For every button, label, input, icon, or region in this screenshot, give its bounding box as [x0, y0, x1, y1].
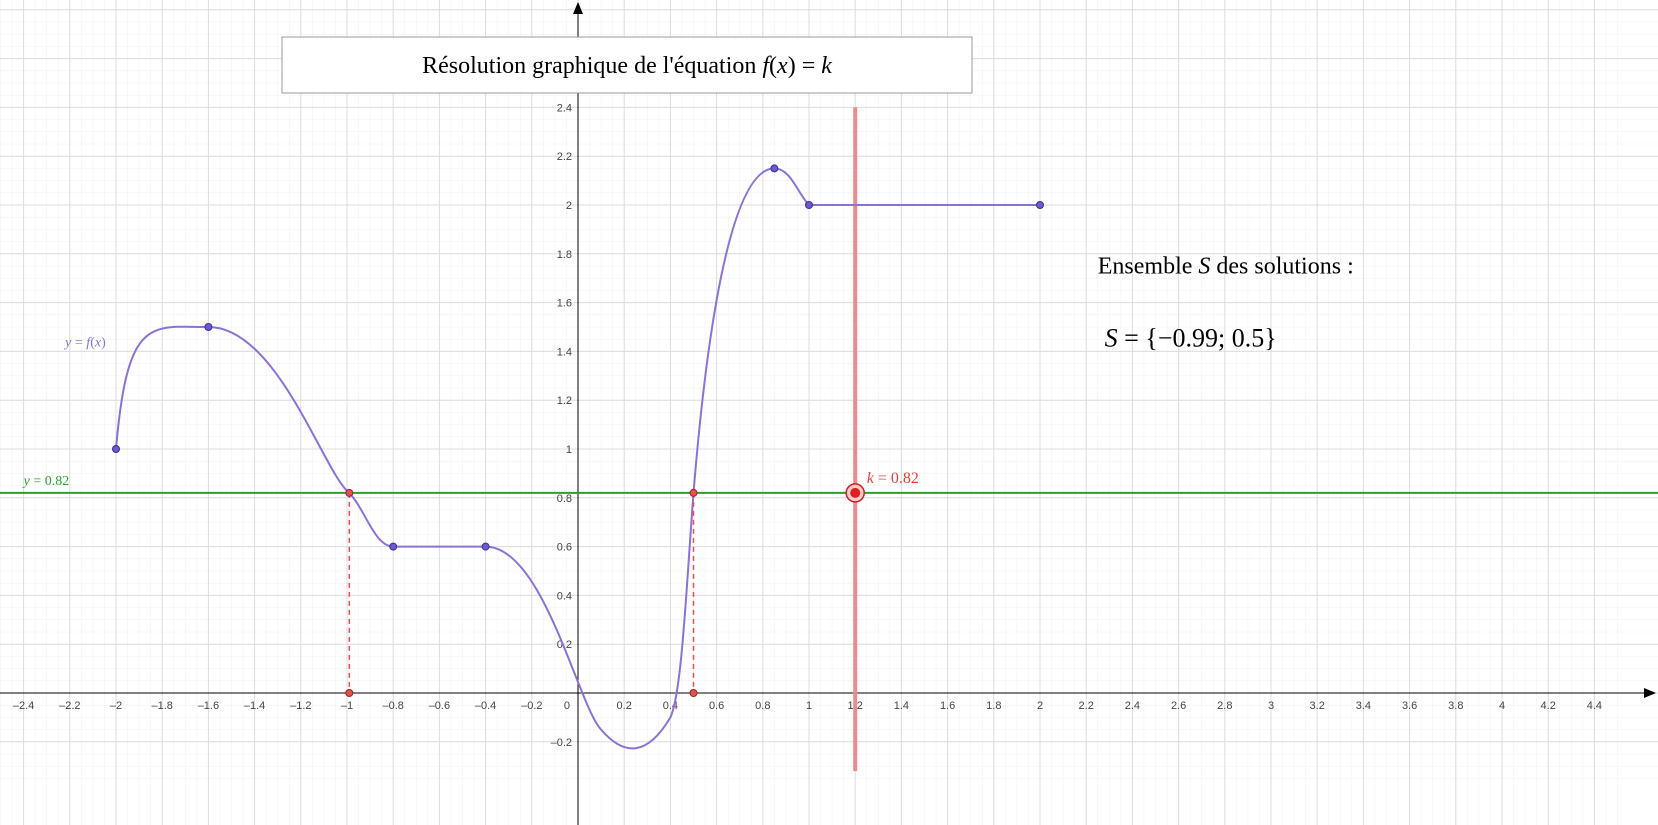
curve-endpoint-marker	[390, 543, 397, 550]
svg-text:2.8: 2.8	[1217, 700, 1232, 712]
curve-endpoint-marker	[205, 324, 212, 331]
solution-set: S = {−0.99; 0.5}	[1105, 324, 1277, 353]
svg-text:2: 2	[1037, 700, 1043, 712]
svg-text:–2.4: –2.4	[13, 700, 34, 712]
svg-text:2: 2	[566, 200, 572, 212]
svg-text:–2: –2	[110, 700, 122, 712]
curve-endpoint-marker	[113, 446, 120, 453]
svg-text:1.2: 1.2	[557, 395, 572, 407]
svg-text:0.4: 0.4	[557, 590, 572, 602]
svg-text:3: 3	[1268, 700, 1274, 712]
solution-marker	[346, 489, 353, 496]
svg-text:–0.8: –0.8	[382, 700, 403, 712]
svg-text:1: 1	[566, 444, 572, 456]
k-slider-handle-inner[interactable]	[850, 488, 860, 498]
svg-text:1.8: 1.8	[557, 249, 572, 261]
curve-endpoint-marker	[771, 165, 778, 172]
svg-text:3.6: 3.6	[1402, 700, 1417, 712]
svg-text:0.6: 0.6	[709, 700, 724, 712]
svg-text:–0.4: –0.4	[475, 700, 496, 712]
svg-text:3.4: 3.4	[1356, 700, 1371, 712]
curve-label: y = f(x)	[63, 336, 106, 351]
svg-text:0.8: 0.8	[557, 493, 572, 505]
svg-text:–1.2: –1.2	[290, 700, 311, 712]
svg-text:0.2: 0.2	[617, 700, 632, 712]
svg-text:2.4: 2.4	[557, 102, 572, 114]
svg-text:2.4: 2.4	[1125, 700, 1140, 712]
k-value-label: k = 0.82	[867, 470, 919, 487]
solution-heading: Ensemble S des solutions :	[1098, 253, 1354, 279]
svg-text:–1.8: –1.8	[151, 700, 172, 712]
svg-text:–1.6: –1.6	[198, 700, 219, 712]
svg-text:1.4: 1.4	[557, 346, 572, 358]
axes: –2.6–2.4–2.2–2–1.8–1.6–1.4–1.2–1–0.8–0.6…	[0, 2, 1656, 825]
svg-text:2.2: 2.2	[1079, 700, 1094, 712]
curve-endpoint-marker	[482, 543, 489, 550]
curve-endpoint-marker	[806, 202, 813, 209]
svg-text:–1.4: –1.4	[244, 700, 265, 712]
svg-text:4.2: 4.2	[1541, 700, 1556, 712]
svg-text:2.6: 2.6	[1171, 700, 1186, 712]
svg-text:0.6: 0.6	[557, 542, 572, 554]
chart-title: Résolution graphique de l'équation f(x) …	[422, 53, 832, 79]
svg-text:–0.6: –0.6	[429, 700, 450, 712]
svg-text:4: 4	[1499, 700, 1505, 712]
chart-canvas: –2.6–2.4–2.2–2–1.8–1.6–1.4–1.2–1–0.8–0.6…	[0, 0, 1658, 825]
curve-endpoint-marker	[1037, 202, 1044, 209]
svg-text:1.4: 1.4	[894, 700, 909, 712]
svg-text:0.8: 0.8	[755, 700, 770, 712]
svg-text:–1: –1	[341, 700, 353, 712]
svg-text:1: 1	[806, 700, 812, 712]
y-equals-k-label: y = 0.82	[22, 474, 70, 489]
solution-x-marker	[690, 690, 697, 697]
svg-text:2.2: 2.2	[557, 151, 572, 163]
svg-text:4.4: 4.4	[1587, 700, 1602, 712]
svg-text:–2.2: –2.2	[59, 700, 80, 712]
svg-text:1.6: 1.6	[557, 298, 572, 310]
svg-text:–0.2: –0.2	[551, 737, 572, 749]
svg-text:3.2: 3.2	[1310, 700, 1325, 712]
svg-text:–0.2: –0.2	[521, 700, 542, 712]
svg-text:1.8: 1.8	[986, 700, 1001, 712]
svg-text:0: 0	[564, 700, 570, 712]
solution-x-marker	[346, 690, 353, 697]
solution-marker	[690, 489, 697, 496]
svg-text:3.8: 3.8	[1448, 700, 1463, 712]
svg-text:1.6: 1.6	[940, 700, 955, 712]
